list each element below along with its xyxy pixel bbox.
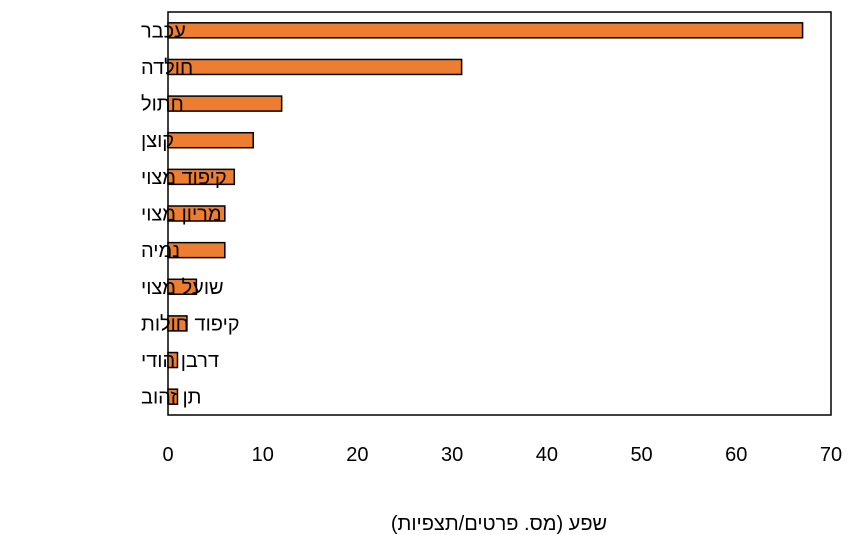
category-label: קוצן	[141, 130, 174, 152]
bar	[167, 58, 463, 76]
x-tick-label: 50	[630, 444, 652, 466]
bar	[167, 95, 283, 112]
bars-group	[167, 22, 804, 405]
category-label: קיפוד מצוי	[141, 167, 227, 189]
bar	[167, 22, 804, 39]
bar	[167, 205, 226, 222]
category-label: דרבן הודי	[141, 350, 219, 372]
bar	[167, 278, 198, 296]
bar	[167, 168, 236, 186]
category-label: מריון מצוי	[141, 204, 222, 226]
category-label: נמיה	[141, 240, 180, 262]
category-label: חתול	[141, 94, 184, 116]
x-tick-label: 40	[536, 444, 558, 466]
x-tick-label: 70	[820, 444, 842, 466]
category-label: קיפוד חולות	[141, 313, 240, 335]
category-label: תן זהוב	[141, 387, 201, 409]
bar	[167, 388, 179, 405]
x-tick-label: 30	[441, 444, 463, 466]
x-tick-label: 10	[252, 444, 274, 466]
bar	[167, 241, 226, 259]
category-label: חולדה	[141, 57, 193, 79]
bar	[167, 315, 188, 332]
category-label: עכבר	[141, 20, 186, 42]
x-tick-label: 0	[162, 444, 173, 466]
x-axis-title: שפע (מס. פרטים/תצפיות)	[391, 513, 607, 535]
bar	[167, 131, 254, 149]
category-labels: עכבר חולדה חתול קוצן קיפוד מצוי מריון מצוי נמי…	[141, 20, 240, 408]
x-tick-labels: 0 10 20 30 40 50 60 70	[162, 444, 842, 466]
category-label: שועל מצוי	[141, 277, 224, 299]
x-tick-label: 60	[725, 444, 747, 466]
x-tick-label: 20	[346, 444, 368, 466]
bar	[167, 351, 179, 369]
